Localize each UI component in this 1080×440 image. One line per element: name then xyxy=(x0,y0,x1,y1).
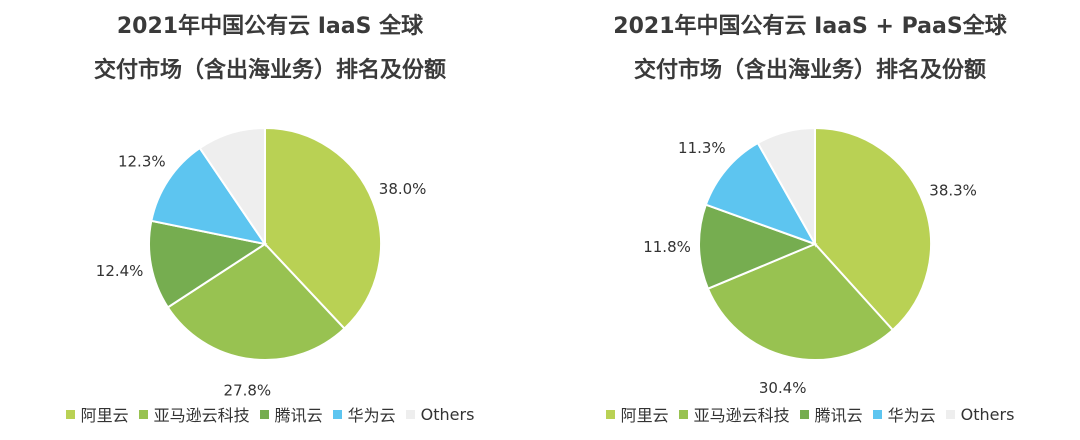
legend-label: 华为云 xyxy=(347,406,396,425)
slice-huawei xyxy=(704,141,818,246)
legend-item-aliyun: 阿里云 xyxy=(65,402,129,426)
data-label-amazon: 30.4% xyxy=(759,379,807,397)
data-label-aliyun: 38.3% xyxy=(929,181,977,199)
legend-swatch xyxy=(945,409,955,419)
legend-item-tencent: 腾讯云 xyxy=(799,402,863,426)
data-label-huawei: 11.3% xyxy=(678,139,726,157)
legend-swatch xyxy=(678,409,688,419)
pie-chart-iaas: 38.0% 27.8% 12.4% 12.3% xyxy=(96,126,427,399)
chart-title-line-1: 2021年中国公有云 IaaS + PaaS全球 xyxy=(613,14,1007,39)
legend-swatch xyxy=(799,409,809,419)
legend-label: 亚马逊云科技 xyxy=(153,406,250,425)
legend-item-aliyun: 阿里云 xyxy=(605,402,669,426)
legend: 阿里云 亚马逊云科技 腾讯云 华为云 Others xyxy=(0,402,540,426)
legend-swatch xyxy=(605,409,615,419)
legend-label: 阿里云 xyxy=(620,406,669,425)
data-label-tencent: 12.4% xyxy=(96,262,144,280)
legend-label: 阿里云 xyxy=(80,406,129,425)
slice-aliyun xyxy=(814,126,932,332)
legend-item-huawei: 华为云 xyxy=(332,402,396,426)
legend-swatch xyxy=(138,409,148,419)
legend-item-amazon: 亚马逊云科技 xyxy=(678,402,790,426)
legend-label: 华为云 xyxy=(887,406,936,425)
legend-item-tencent: 腾讯云 xyxy=(259,402,323,426)
legend-item-huawei: 华为云 xyxy=(872,402,936,426)
legend-item-others: Others xyxy=(405,404,475,424)
chart-panel-iaas-paas: 2021年中国公有云 IaaS + PaaS全球 交付市场（含出海业务）排名及份… xyxy=(540,0,1080,440)
legend-label: Others xyxy=(420,404,475,424)
slice-others xyxy=(198,126,266,248)
slice-tencent xyxy=(698,203,818,291)
legend-swatch xyxy=(405,409,415,419)
legend-item-others: Others xyxy=(945,404,1015,424)
slice-others xyxy=(756,126,816,248)
chart-panel-iaas: 2021年中国公有云 IaaS 全球 交付市场（含出海业务）排名及份额 38.0… xyxy=(0,14,540,426)
legend-swatch xyxy=(872,409,882,419)
legend-label: 亚马逊云科技 xyxy=(693,406,790,425)
legend-label: Others xyxy=(960,404,1015,424)
legend-swatch xyxy=(65,409,75,419)
slice-aliyun xyxy=(264,126,382,330)
pie-chart-iaas-paas: 38.3% 30.4% 11.8% 11.3% xyxy=(643,126,977,397)
legend-label: 腾讯云 xyxy=(814,406,863,425)
slice-amazon xyxy=(166,242,346,361)
legend-label: 腾讯云 xyxy=(274,406,323,425)
data-label-amazon: 27.8% xyxy=(224,381,272,399)
slice-tencent xyxy=(148,219,268,309)
chart-title-line-2: 交付市场（含出海业务）排名及份额 xyxy=(633,58,986,83)
data-label-tencent: 11.8% xyxy=(643,238,691,256)
chart-title-line-2: 交付市场（含出海业务）排名及份额 xyxy=(93,58,446,83)
chart-title-line-1: 2021年中国公有云 IaaS 全球 xyxy=(116,14,424,39)
data-label-aliyun: 38.0% xyxy=(379,180,427,198)
legend: 阿里云 亚马逊云科技 腾讯云 华为云 Others xyxy=(540,402,1080,426)
legend-swatch xyxy=(259,409,269,419)
legend-item-amazon: 亚马逊云科技 xyxy=(138,402,250,426)
legend-swatch xyxy=(332,409,342,419)
slice-huawei xyxy=(150,146,268,246)
slice-amazon xyxy=(706,242,895,361)
data-label-huawei: 12.3% xyxy=(118,152,166,170)
